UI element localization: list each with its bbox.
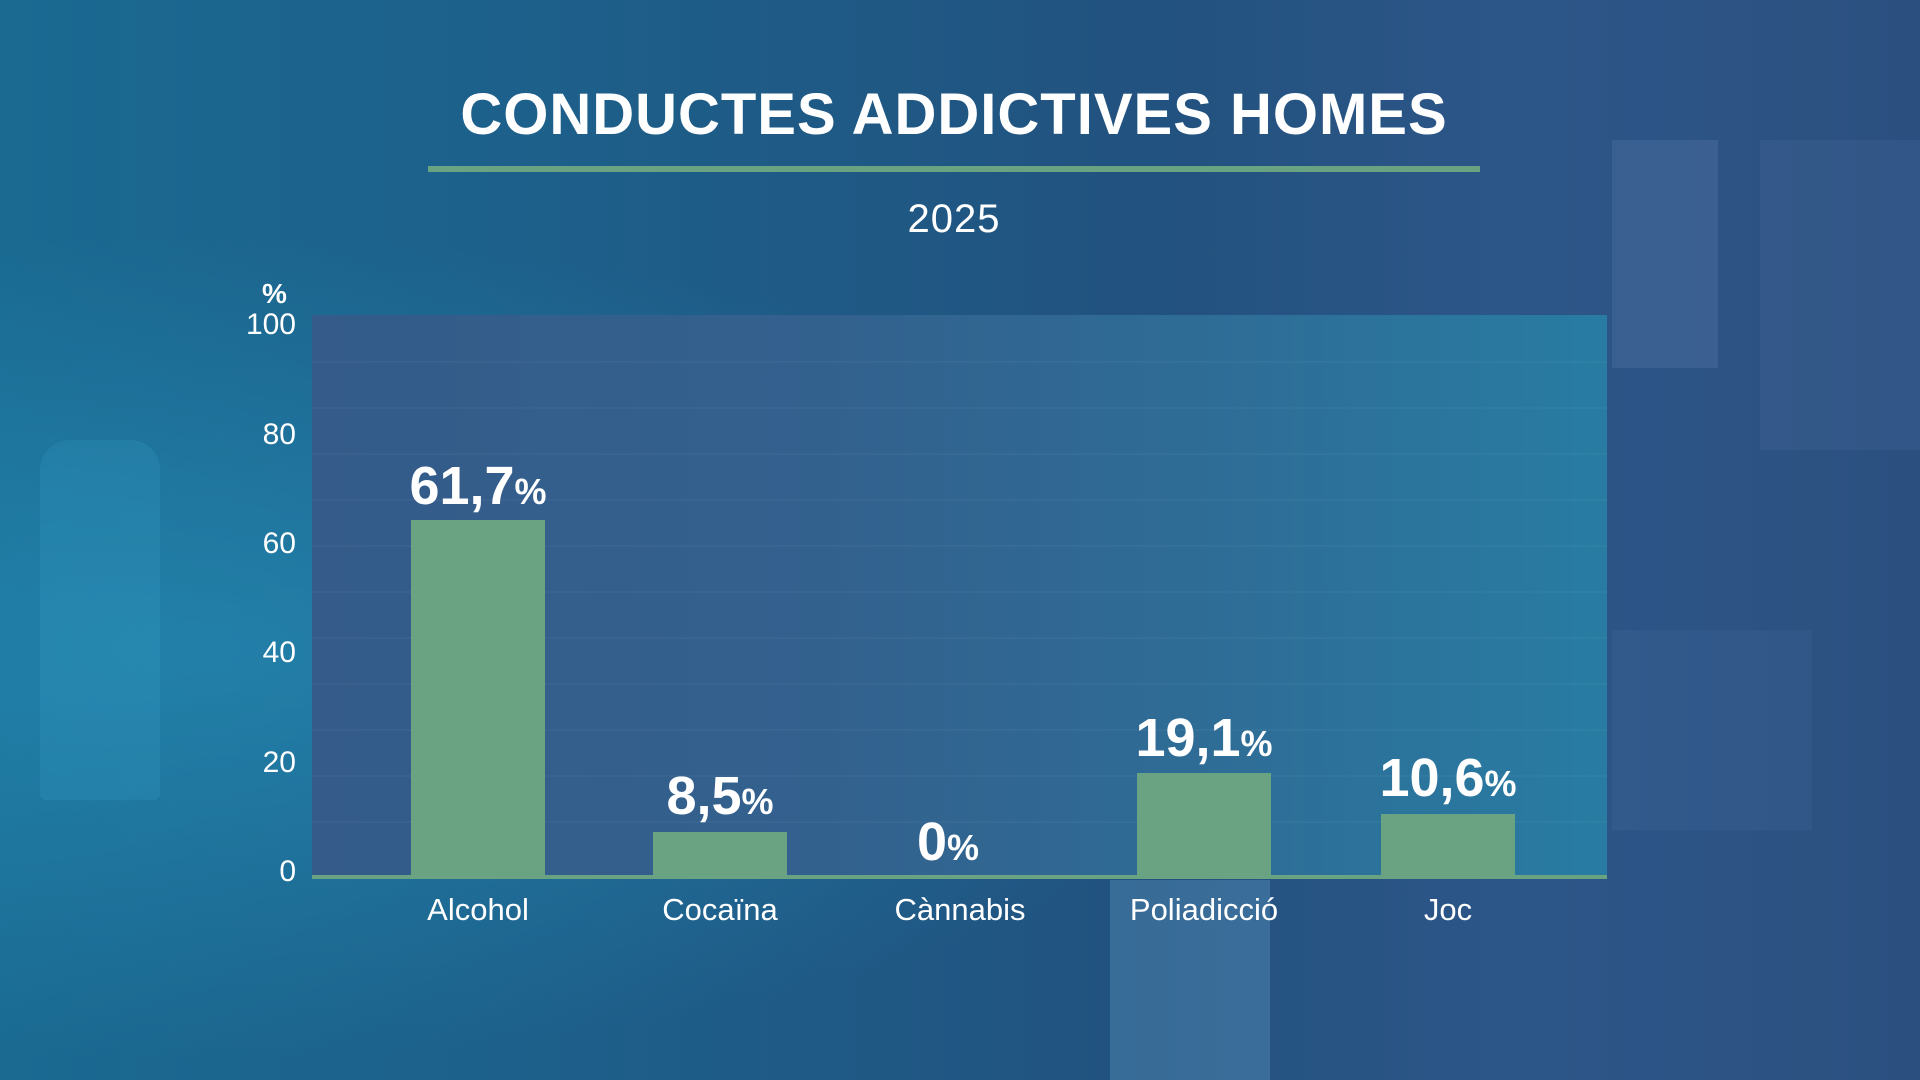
chart-subtitle-year: 2025 <box>907 197 1001 241</box>
background-panel <box>1612 140 1718 368</box>
background-bottle <box>40 440 160 800</box>
y-tick-label: 20 <box>262 746 296 779</box>
y-tick-label: 0 <box>279 855 296 888</box>
value-label-cannabis: 0% <box>916 812 980 872</box>
value-label-joc: 10,6% <box>1379 748 1517 808</box>
value-label-cocaina: 8,5% <box>666 766 774 826</box>
category-label-cocaina: Cocaïna <box>662 892 778 927</box>
y-axis-unit: % <box>262 278 287 309</box>
stripe <box>312 361 1607 363</box>
category-label-poliadiccio: Poliadicció <box>1129 892 1279 927</box>
y-tick-label: 100 <box>245 308 296 341</box>
category-label-cannabis: Cànnabis <box>894 892 1026 927</box>
value-label-alcohol: 61,7% <box>409 456 547 516</box>
y-tick-label: 60 <box>262 527 296 560</box>
category-label-joc: Joc <box>1423 892 1473 927</box>
y-tick-label: 40 <box>262 636 296 669</box>
chart-title: CONDUCTES ADDICTIVES HOMES <box>460 82 1448 147</box>
bar-joc <box>1381 814 1515 877</box>
bar-poliadiccio <box>1137 773 1271 877</box>
stripe <box>312 453 1607 455</box>
bar-alcohol <box>411 520 545 877</box>
background-panel <box>1760 140 1920 450</box>
bar-cocaina <box>653 832 787 877</box>
y-tick-label: 80 <box>262 418 296 451</box>
title-underline <box>428 166 1480 172</box>
value-label-poliadiccio: 19,1% <box>1135 708 1273 768</box>
category-label-alcohol: Alcohol <box>427 892 529 927</box>
stripe <box>312 407 1607 409</box>
x-axis-baseline <box>312 875 1607 879</box>
background-panel <box>1612 630 1812 830</box>
